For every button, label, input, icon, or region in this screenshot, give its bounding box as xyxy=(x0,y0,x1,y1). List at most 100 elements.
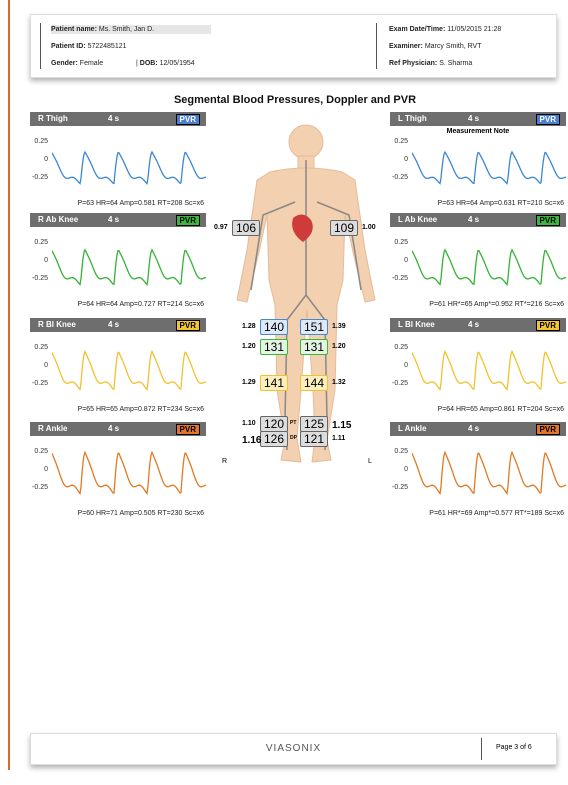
label: Gender: xyxy=(51,60,78,67)
y-tick-label: 0.25 xyxy=(34,138,48,145)
panel-title: L Ab Knee xyxy=(398,215,438,224)
heart xyxy=(292,214,313,242)
examiner-row: Examiner: Marcy Smith, RVT xyxy=(389,43,481,50)
panel-title: R Bl Knee xyxy=(38,320,76,329)
y-tick-label: 0 xyxy=(404,257,408,264)
pvr-badge: PVR xyxy=(535,215,560,226)
page-number: Page 3 of 6 xyxy=(496,744,532,751)
y-tick-label: -0.25 xyxy=(32,484,48,491)
pressure-value: 141 xyxy=(260,375,289,391)
divider xyxy=(40,23,41,69)
y-tick-label: -0.25 xyxy=(392,380,408,387)
ratio: 1.00 xyxy=(362,224,376,231)
ratio: 1.32 xyxy=(332,379,346,386)
y-tick-label: 0 xyxy=(44,156,48,163)
panel-stats: P=63 HR=64 Amp=0.631 RT=210 Sc=x6 xyxy=(437,200,564,207)
waveform xyxy=(412,349,566,392)
pvr-badge: PVR xyxy=(175,114,200,125)
pvr-panel: L Ankle 4 s PVR 0.25 0 -0.25 P=61 HR*=69 Amp*=… xyxy=(390,422,566,517)
patient-name-row: Patient name: Ms. Smith, Jan D. xyxy=(51,25,211,34)
pressure-value: 140 xyxy=(260,319,289,335)
exam-row: Exam Date/Time: 11/05/2015 21:28 xyxy=(389,26,501,33)
panel-header: L Ab Knee 4 s PVR xyxy=(390,213,566,227)
y-tick-label: -0.25 xyxy=(32,174,48,181)
y-tick-label: 0.25 xyxy=(34,344,48,351)
side-label: R xyxy=(222,458,228,465)
y-tick-label: -0.25 xyxy=(32,380,48,387)
value: 12/05/1954 xyxy=(159,60,195,67)
label: Patient name: xyxy=(51,26,97,33)
label: Examiner: xyxy=(389,43,423,50)
waveform xyxy=(52,150,206,185)
ratio: 1.28 xyxy=(242,323,256,330)
pressure-value: 126 xyxy=(260,431,289,447)
pressure-value: 109 xyxy=(330,220,359,236)
panel-stats: P=63 HR=64 Amp=0.581 RT=208 Sc=x6 xyxy=(77,200,204,207)
pvr-badge: PVR xyxy=(535,320,560,331)
pvr-panel: R Ab Knee 4 s PVR 0.25 0 -0.25 P=64 HR=64 Amp=… xyxy=(30,213,206,308)
y-tick-label: 0.25 xyxy=(34,448,48,455)
pvr-badge: PVR xyxy=(535,424,560,435)
pressure-value: 131 xyxy=(260,339,289,355)
panel-title: L Thigh xyxy=(398,114,427,123)
value: Marcy Smith, RVT xyxy=(424,43,482,50)
ratio: 1.15 xyxy=(332,420,352,431)
brand: VIASONIX xyxy=(265,743,322,754)
panel-header: L Ankle 4 s PVR xyxy=(390,422,566,436)
pressure-value: 144 xyxy=(300,375,329,391)
panel-stats: P=60 HR=71 Amp=0.505 RT=230 Sc=x6 xyxy=(77,510,204,517)
panel-header: L Bl Knee 4 s PVR xyxy=(390,318,566,332)
ratio: 1.16 xyxy=(242,435,262,446)
wave-line xyxy=(52,150,206,185)
wave-line xyxy=(412,248,566,287)
panel-duration: 4 s xyxy=(468,215,480,224)
measurement-note: Measurement Note xyxy=(446,128,510,135)
ratio: 0.97 xyxy=(214,224,228,231)
y-tick-label: 0.25 xyxy=(394,239,408,246)
pvr-badge: PVR xyxy=(535,114,560,125)
panel-duration: 4 s xyxy=(468,114,480,123)
y-tick-label: 0 xyxy=(44,362,48,369)
margin-line xyxy=(8,0,10,770)
y-tick-label: -0.25 xyxy=(392,275,408,282)
y-tick-label: 0.25 xyxy=(394,138,408,145)
panel-duration: 4 s xyxy=(108,114,120,123)
label: DOB: xyxy=(139,60,158,67)
panel-stats: P=64 HR=64 Amp=0.727 RT=214 Sc=x6 xyxy=(77,301,204,308)
panel-title: R Thigh xyxy=(38,114,68,123)
label: Exam Date/Time: xyxy=(389,26,446,33)
y-tick-label: 0 xyxy=(44,466,48,473)
y-tick-label: 0 xyxy=(404,466,408,473)
panel-header: L Thigh 4 s PVR xyxy=(390,112,566,126)
pressure-value: 120 xyxy=(260,416,289,432)
value: S. Sharma xyxy=(439,60,473,67)
panel-header: R Thigh 4 s PVR xyxy=(30,112,206,126)
wave-line xyxy=(52,450,206,496)
panel-duration: 4 s xyxy=(108,320,120,329)
panel-stats: P=65 HR=65 Amp=0.872 RT=234 Sc=x6 xyxy=(77,406,204,413)
y-tick-label: -0.25 xyxy=(392,174,408,181)
panel-title: R Ankle xyxy=(38,424,68,433)
wave-line xyxy=(412,349,566,392)
y-tick-label: 0.25 xyxy=(394,448,408,455)
y-tick-label: -0.25 xyxy=(392,484,408,491)
ratio: 1.11 xyxy=(332,435,346,442)
panel-header: R Ankle 4 s PVR xyxy=(30,422,206,436)
value: Female xyxy=(79,60,104,67)
y-tick-label: 0.25 xyxy=(34,239,48,246)
panel-title: L Ankle xyxy=(398,424,427,433)
wave-line xyxy=(52,248,206,287)
panel-duration: 4 s xyxy=(468,424,480,433)
ratio: 1.10 xyxy=(242,420,256,427)
ratio: 1.29 xyxy=(242,379,256,386)
panel-stats: P=64 HR=65 Amp=0.861 RT=204 Sc=x6 xyxy=(437,406,564,413)
panel-header: R Ab Knee 4 s PVR xyxy=(30,213,206,227)
pvr-panel: R Ankle 4 s PVR 0.25 0 -0.25 P=60 HR=71 Amp=0.… xyxy=(30,422,206,517)
header-box: Patient name: Ms. Smith, Jan D. Patient … xyxy=(30,14,557,78)
y-tick-label: 0 xyxy=(404,362,408,369)
pvr-panel: L Bl Knee 4 s PVR 0.25 0 -0.25 P=64 HR=65 Amp=… xyxy=(390,318,566,413)
value: Ms. Smith, Jan D. xyxy=(98,26,155,33)
patient-id-row: Patient ID: 5722485121 xyxy=(51,43,127,50)
pvr-panel: L Thigh 4 s PVR 0.25 0 -0.25 P=63 HR=64 Amp=0.… xyxy=(390,112,566,207)
